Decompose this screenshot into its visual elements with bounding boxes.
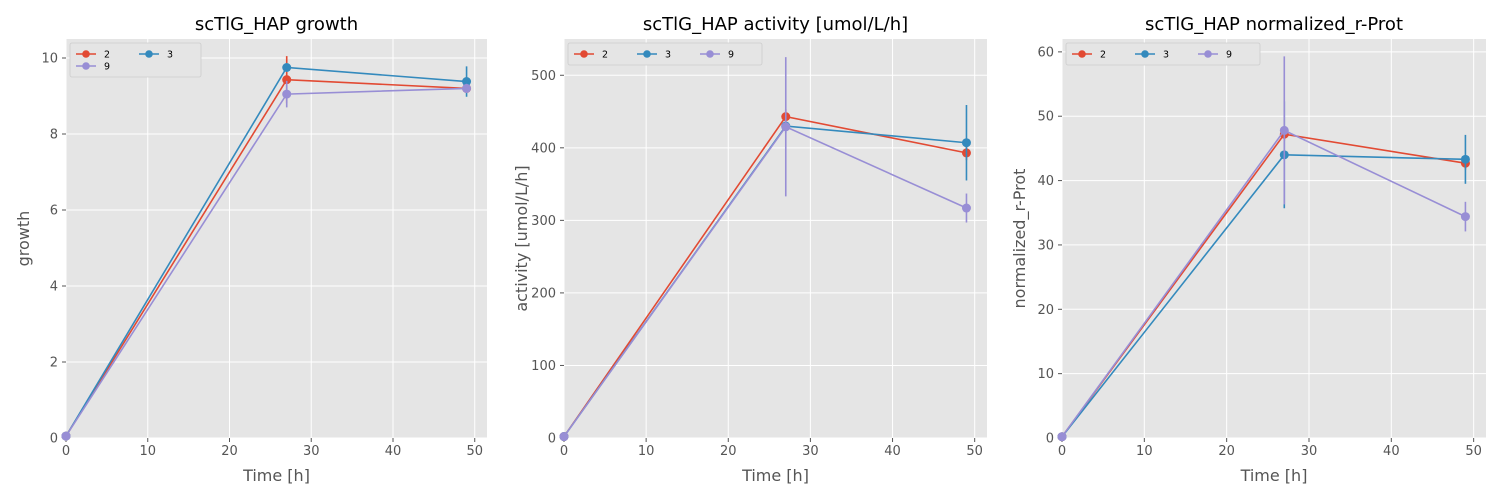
legend-label: 9 [104,62,110,73]
x-axis-label: Time [h] [1240,466,1308,485]
x-tick-label: 10 [139,444,156,459]
legend-swatch-marker [643,50,651,58]
data-point [961,138,971,148]
legend-label: 3 [167,50,173,61]
chart-panel-3: 0 10 20 30 40 50 0 10 20 30 40 50 60 Time [h] normaliz… [1010,14,1486,485]
y-tick-label: 30 [1037,238,1054,253]
chart-panel-1: 0 10 20 30 40 50 0 2 4 6 8 10 Time [h] growth scTlG_HA… [14,14,487,485]
x-tick-label: 30 [802,444,819,459]
x-tick-label: 30 [1301,444,1318,459]
data-point [282,75,292,85]
legend-label: 3 [1163,50,1169,61]
data-point [462,77,472,87]
data-point [1460,154,1470,164]
x-tick-label: 50 [1465,444,1482,459]
x-tick-label: 30 [303,444,320,459]
x-tick-label: 10 [638,444,655,459]
x-axis-label: Time [h] [741,466,809,485]
chart-title: scTlG_HAP activity [umol/L/h] [643,14,908,35]
y-tick-label: 8 [50,128,58,143]
y-tick-label: 0 [50,432,58,447]
legend-swatch-marker [706,50,714,58]
legend-label: 2 [1100,50,1106,61]
y-tick-label: 0 [548,432,556,447]
y-tick-label: 400 [531,141,556,156]
series-9 [559,57,971,442]
x-tick-label: 40 [1383,444,1400,459]
data-point [282,63,292,72]
data-point [559,432,569,442]
data-point [781,122,791,132]
legend-box [69,42,202,78]
y-axis-label: activity [umol/L/h] [512,165,531,311]
data-point [462,83,472,93]
legend-swatch-marker [1141,50,1149,58]
y-tick-label: 200 [531,286,556,301]
y-tick-label: 2 [50,356,58,371]
x-tick-label: 50 [466,444,483,459]
y-tick-label: 6 [50,204,58,219]
y-tick-label: 60 [1037,45,1054,60]
x-tick-label: 0 [560,444,568,459]
series-9 [61,80,472,441]
legend-swatch-marker [580,50,588,58]
y-axis-label: growth [14,211,33,267]
y-tick-label: 10 [41,52,58,67]
y-axis-label: normalized_r-Prot [1010,169,1030,309]
series-9 [1057,56,1470,442]
plot-area [1062,39,1486,438]
y-tick-label: 100 [531,359,556,374]
legend-swatch-marker [1204,50,1212,58]
chart-title: scTlG_HAP normalized_r-Prot [1145,14,1403,35]
data-point [961,203,971,213]
legend-swatch-marker [145,50,153,58]
y-tick-label: 4 [50,280,58,295]
y-tick-label: 0 [1046,432,1054,447]
data-point [61,431,71,441]
y-tick-label: 500 [531,69,556,84]
y-tick-label: 50 [1037,110,1054,125]
y-tick-label: 300 [531,214,556,229]
legend: 2 3 9 [69,42,202,78]
legend-label: 2 [104,50,110,61]
data-point [1279,125,1289,135]
legend-label: 9 [1226,50,1232,61]
x-tick-label: 50 [966,444,983,459]
data-point [1460,212,1470,222]
plot-area [564,39,987,438]
x-tick-label: 20 [221,444,238,459]
x-tick-label: 40 [385,444,402,459]
chart-title: scTlG_HAP growth [195,14,358,35]
legend: 2 3 9 [567,42,763,66]
data-point [282,89,292,99]
y-tick-label: 10 [1037,367,1054,382]
legend-label: 2 [602,50,608,61]
legend-label: 3 [665,50,671,61]
legend: 2 3 9 [1065,42,1261,66]
legend-box [567,42,763,66]
x-tick-label: 10 [1136,444,1153,459]
legend-swatch-marker [82,62,90,70]
legend-label: 9 [728,50,734,61]
legend-box [1065,42,1261,66]
x-tick-label: 40 [884,444,901,459]
legend-swatch-marker [1078,50,1086,58]
x-tick-label: 0 [1058,444,1066,459]
x-tick-label: 0 [62,444,70,459]
data-point [1057,432,1067,442]
x-tick-label: 20 [720,444,737,459]
legend-swatch-marker [82,50,90,58]
plot-area [66,39,487,438]
y-tick-label: 40 [1037,174,1054,189]
y-tick-label: 20 [1037,303,1054,318]
x-tick-label: 20 [1218,444,1235,459]
x-axis-label: Time [h] [242,466,310,485]
